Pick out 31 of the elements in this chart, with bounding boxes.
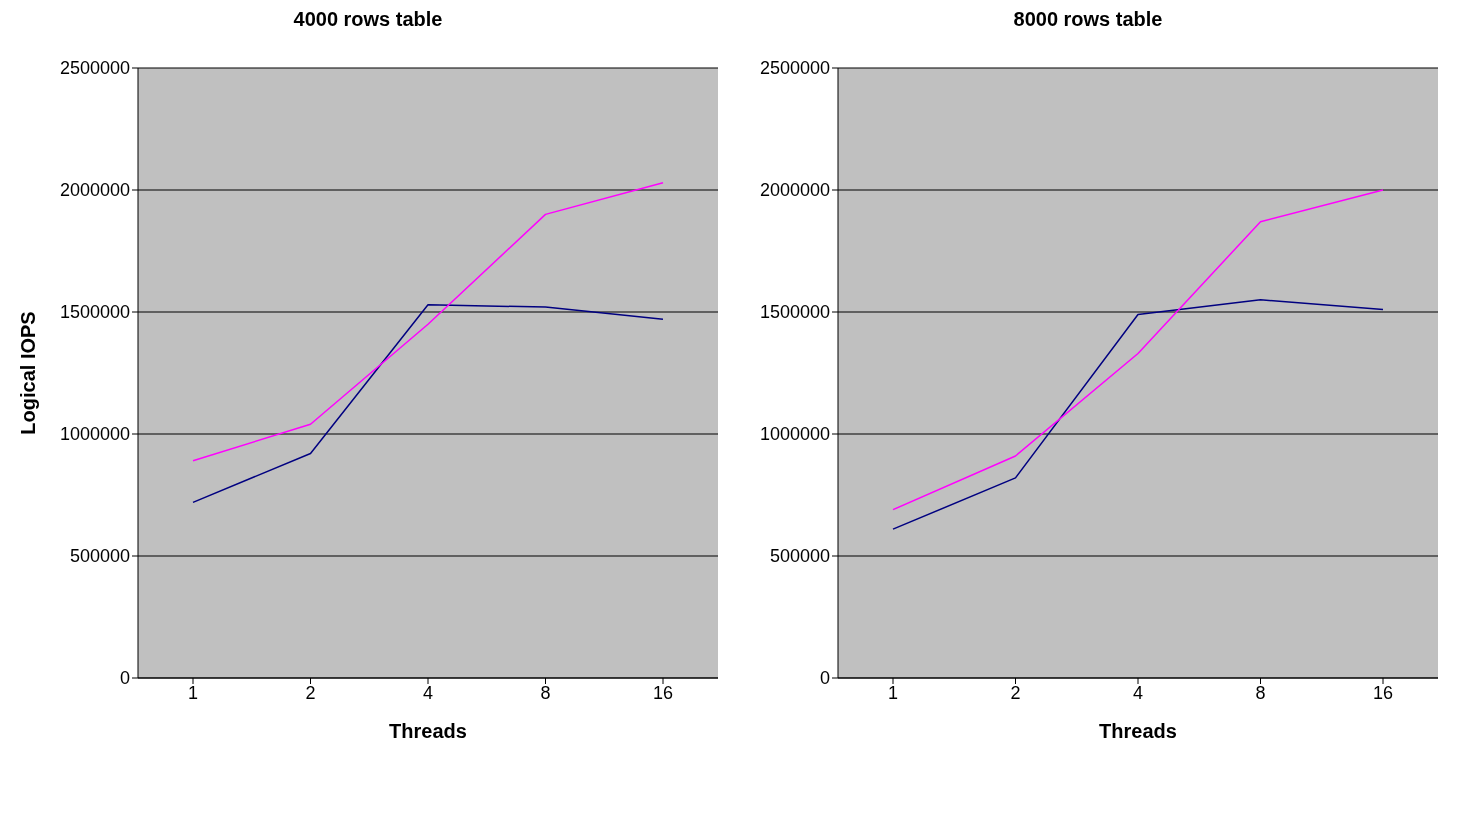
x-tick-label: 4	[1132, 682, 1144, 703]
chart-title: 8000 rows table	[1012, 8, 1164, 32]
y-tick-label: 2500000	[59, 58, 130, 79]
y-tick-label: 1000000	[59, 424, 130, 445]
y-tick-label: 0	[119, 668, 130, 689]
x-tick-label: 2	[305, 682, 316, 703]
y-tick-label: 500000	[769, 546, 830, 567]
x-tick-label: 16	[1372, 682, 1394, 703]
x-tick-label: 2	[1010, 682, 1021, 703]
x-tick-label: 8	[540, 682, 551, 703]
x-tick-label: 1	[187, 682, 199, 703]
x-tick-label: 4	[422, 682, 434, 703]
x-axis-title: Threads	[389, 720, 467, 742]
x-tick-label: 8	[1255, 682, 1266, 703]
x-axis-title: Threads	[1099, 720, 1177, 742]
y-axis-title: Logical IOPS	[17, 311, 40, 435]
chart-title: 4000 rows table	[292, 8, 444, 32]
x-tick-label: 16	[652, 682, 674, 703]
line-series	[192, 303, 664, 504]
line-series	[192, 181, 664, 462]
y-tick-label: 1500000	[759, 302, 830, 323]
y-tick-label: 1000000	[759, 424, 830, 445]
line-series	[892, 299, 1384, 530]
y-tick-label: 1500000	[59, 302, 130, 323]
y-tick-label: 500000	[69, 546, 130, 567]
y-tick-label: 2500000	[759, 58, 830, 79]
y-tick-label: 0	[819, 668, 830, 689]
y-tick-label: 2000000	[59, 180, 130, 201]
line-series	[892, 189, 1384, 511]
y-tick-label: 2000000	[759, 180, 830, 201]
x-tick-label: 1	[887, 682, 899, 703]
